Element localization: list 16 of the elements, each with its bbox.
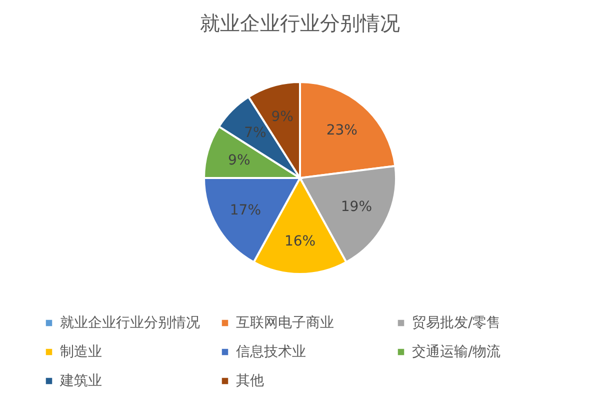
data-label: 23% — [326, 122, 358, 138]
data-label: 7% — [244, 125, 266, 142]
data-label: 16% — [284, 233, 316, 250]
legend-label: 就业企业行业分别情况 — [60, 315, 200, 331]
data-label: 9% — [228, 152, 250, 168]
legend-label: 贸易批发/零售 — [412, 315, 501, 331]
legend-label: 交通运输/物流 — [412, 344, 501, 360]
legend-label: 制造业 — [60, 344, 102, 360]
data-label: 9% — [271, 109, 294, 126]
data-label: 17% — [230, 202, 262, 218]
legend-label: 信息技术业 — [236, 344, 306, 360]
legend-label: 其他 — [236, 373, 264, 389]
data-label: 19% — [340, 198, 372, 215]
legend-label: 互联网电子商业 — [236, 315, 334, 331]
legend-label: 建筑业 — [59, 373, 102, 389]
chart-title: 就业企业行业分别情况 — [200, 11, 400, 35]
